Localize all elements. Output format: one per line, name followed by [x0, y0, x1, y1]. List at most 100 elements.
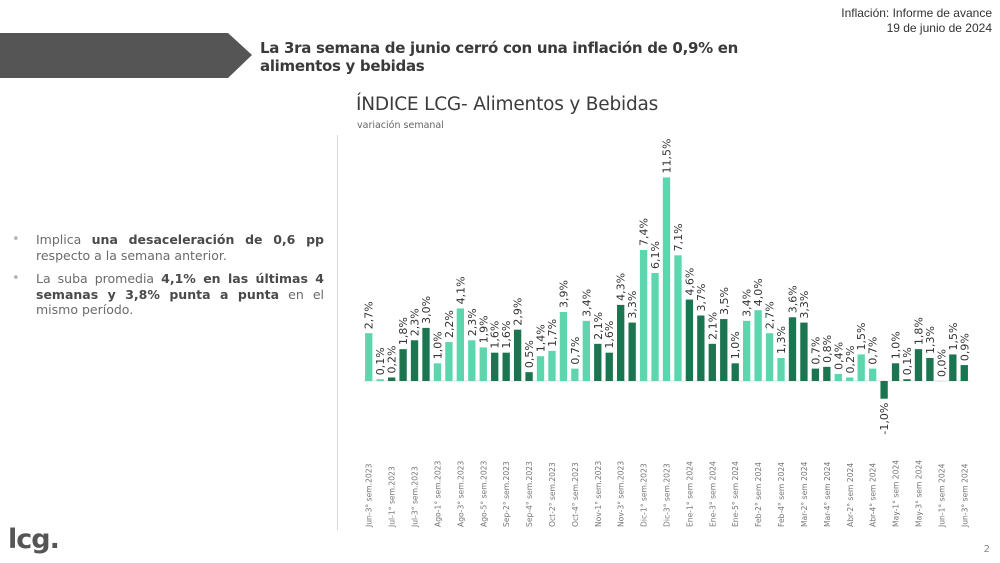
bar: [926, 357, 934, 381]
bar: [949, 354, 957, 381]
category-label: Feb-4° sem 2024: [777, 462, 786, 527]
category-label: Feb-2° sem 2024: [754, 462, 763, 527]
key-points-list: • Implica una desaceleración de 0,6 pp r…: [12, 232, 324, 326]
value-label: 1,8%: [397, 317, 410, 345]
value-label: -1,0%: [878, 403, 891, 435]
bar: [903, 379, 911, 381]
value-label: 3,6%: [786, 285, 799, 313]
bar: [399, 349, 407, 381]
value-label: 0,7%: [867, 337, 880, 365]
category-label: Ago-1° sem.2023: [433, 460, 442, 527]
category-label: Oct-4° sem.2023: [571, 462, 580, 527]
value-label: 1,8%: [912, 317, 925, 345]
value-label: 2,3%: [409, 308, 422, 336]
bar: [410, 340, 419, 381]
bar: [857, 354, 865, 381]
category-label: Jul-3° sem.2023: [411, 466, 420, 528]
chart-subtitle: variación semanal: [357, 120, 444, 131]
bar: [662, 177, 671, 381]
value-label: 2,1%: [592, 312, 605, 340]
bar: [777, 357, 785, 381]
bar: [868, 368, 877, 381]
value-label: 4,3%: [615, 273, 628, 301]
category-label: Mar-4° sem 2024: [823, 461, 832, 527]
value-label: 1,0%: [431, 331, 444, 359]
bar: [754, 310, 762, 381]
value-label: 0,0%: [935, 349, 948, 377]
bar: [513, 329, 522, 381]
bar: [456, 308, 465, 381]
bar: [548, 350, 556, 381]
category-label: Ene-5° sem 2024: [731, 461, 740, 527]
bar: [811, 368, 820, 381]
bar: [594, 343, 602, 381]
key-point: • Implica una desaceleración de 0,6 pp r…: [12, 232, 325, 263]
bar: [582, 320, 590, 381]
bar: [639, 250, 648, 381]
value-label: 0,4%: [832, 342, 845, 370]
lcg-logo: lcg.: [8, 524, 60, 555]
bar: [628, 322, 636, 381]
value-label: 2,7%: [764, 301, 777, 329]
category-label: Mar-2° sem 2024: [800, 461, 809, 527]
value-label: 0,1%: [901, 347, 914, 375]
value-label: 3,9%: [557, 280, 570, 308]
category-label: Jun-3° sem 2024: [960, 463, 969, 528]
bars-layer: [363, 177, 970, 399]
report-type: Inflación: Informe de avance: [841, 6, 992, 20]
category-label: May-1° sem 2024: [892, 460, 901, 527]
arrow-banner: [0, 33, 252, 78]
category-label: Abr-4° sem 2024: [869, 463, 878, 527]
bar: [422, 327, 430, 381]
value-label: 3,7%: [695, 284, 708, 312]
bar: [834, 373, 842, 381]
bar: [765, 333, 774, 381]
bar: [674, 255, 682, 381]
value-label: 0,5%: [523, 340, 536, 368]
value-label: 1,6%: [603, 321, 616, 349]
bar: [571, 368, 579, 381]
value-label: 6,1%: [649, 241, 662, 269]
bar: [479, 347, 487, 381]
value-label: 2,3%: [466, 308, 479, 336]
value-label: 11,5%: [661, 138, 674, 173]
bar: [502, 352, 510, 381]
bar: [605, 352, 613, 381]
value-label: 0,7%: [569, 337, 582, 365]
category-label: Sep-2° sem.2023: [502, 461, 511, 527]
value-label: 1,6%: [489, 321, 502, 349]
category-label: Ago-3° sem.2023: [456, 460, 465, 527]
value-label: 3,3%: [626, 291, 639, 319]
value-label: 1,6%: [500, 321, 513, 349]
value-label: 3,4%: [580, 289, 593, 317]
category-label: Jun-3° sem.2023: [365, 463, 374, 528]
bar: [800, 322, 808, 381]
value-label: 4,0%: [752, 278, 765, 306]
category-label: Ene-3° sem 2024: [708, 461, 717, 527]
category-label: Nov-3° sem.2023: [617, 461, 626, 527]
category-label: Ago-5° sem.2023: [479, 460, 488, 527]
bar: [525, 372, 533, 381]
bar: [731, 363, 739, 381]
bar: [937, 381, 946, 382]
bar: [387, 377, 396, 381]
bar: [433, 363, 442, 381]
value-label: 4,6%: [683, 268, 696, 296]
value-label: 0,9%: [958, 333, 971, 361]
report-date: 19 de junio de 2024: [886, 21, 992, 35]
bar: [720, 319, 728, 381]
bar: [685, 299, 694, 381]
value-label: 1,9%: [477, 315, 490, 343]
value-label: 1,0%: [729, 331, 742, 359]
bar: [651, 273, 659, 381]
category-label: Nov-1° sem.2023: [594, 461, 603, 527]
value-label: 7,1%: [672, 223, 685, 251]
bullet-icon: •: [12, 232, 20, 247]
page-number: 2: [983, 544, 990, 555]
value-label: 0,8%: [821, 335, 834, 363]
bar: [846, 377, 854, 381]
bar: [468, 340, 476, 381]
value-label: 3,4%: [741, 289, 754, 317]
category-label: Sep-4° sem.2023: [525, 461, 534, 527]
